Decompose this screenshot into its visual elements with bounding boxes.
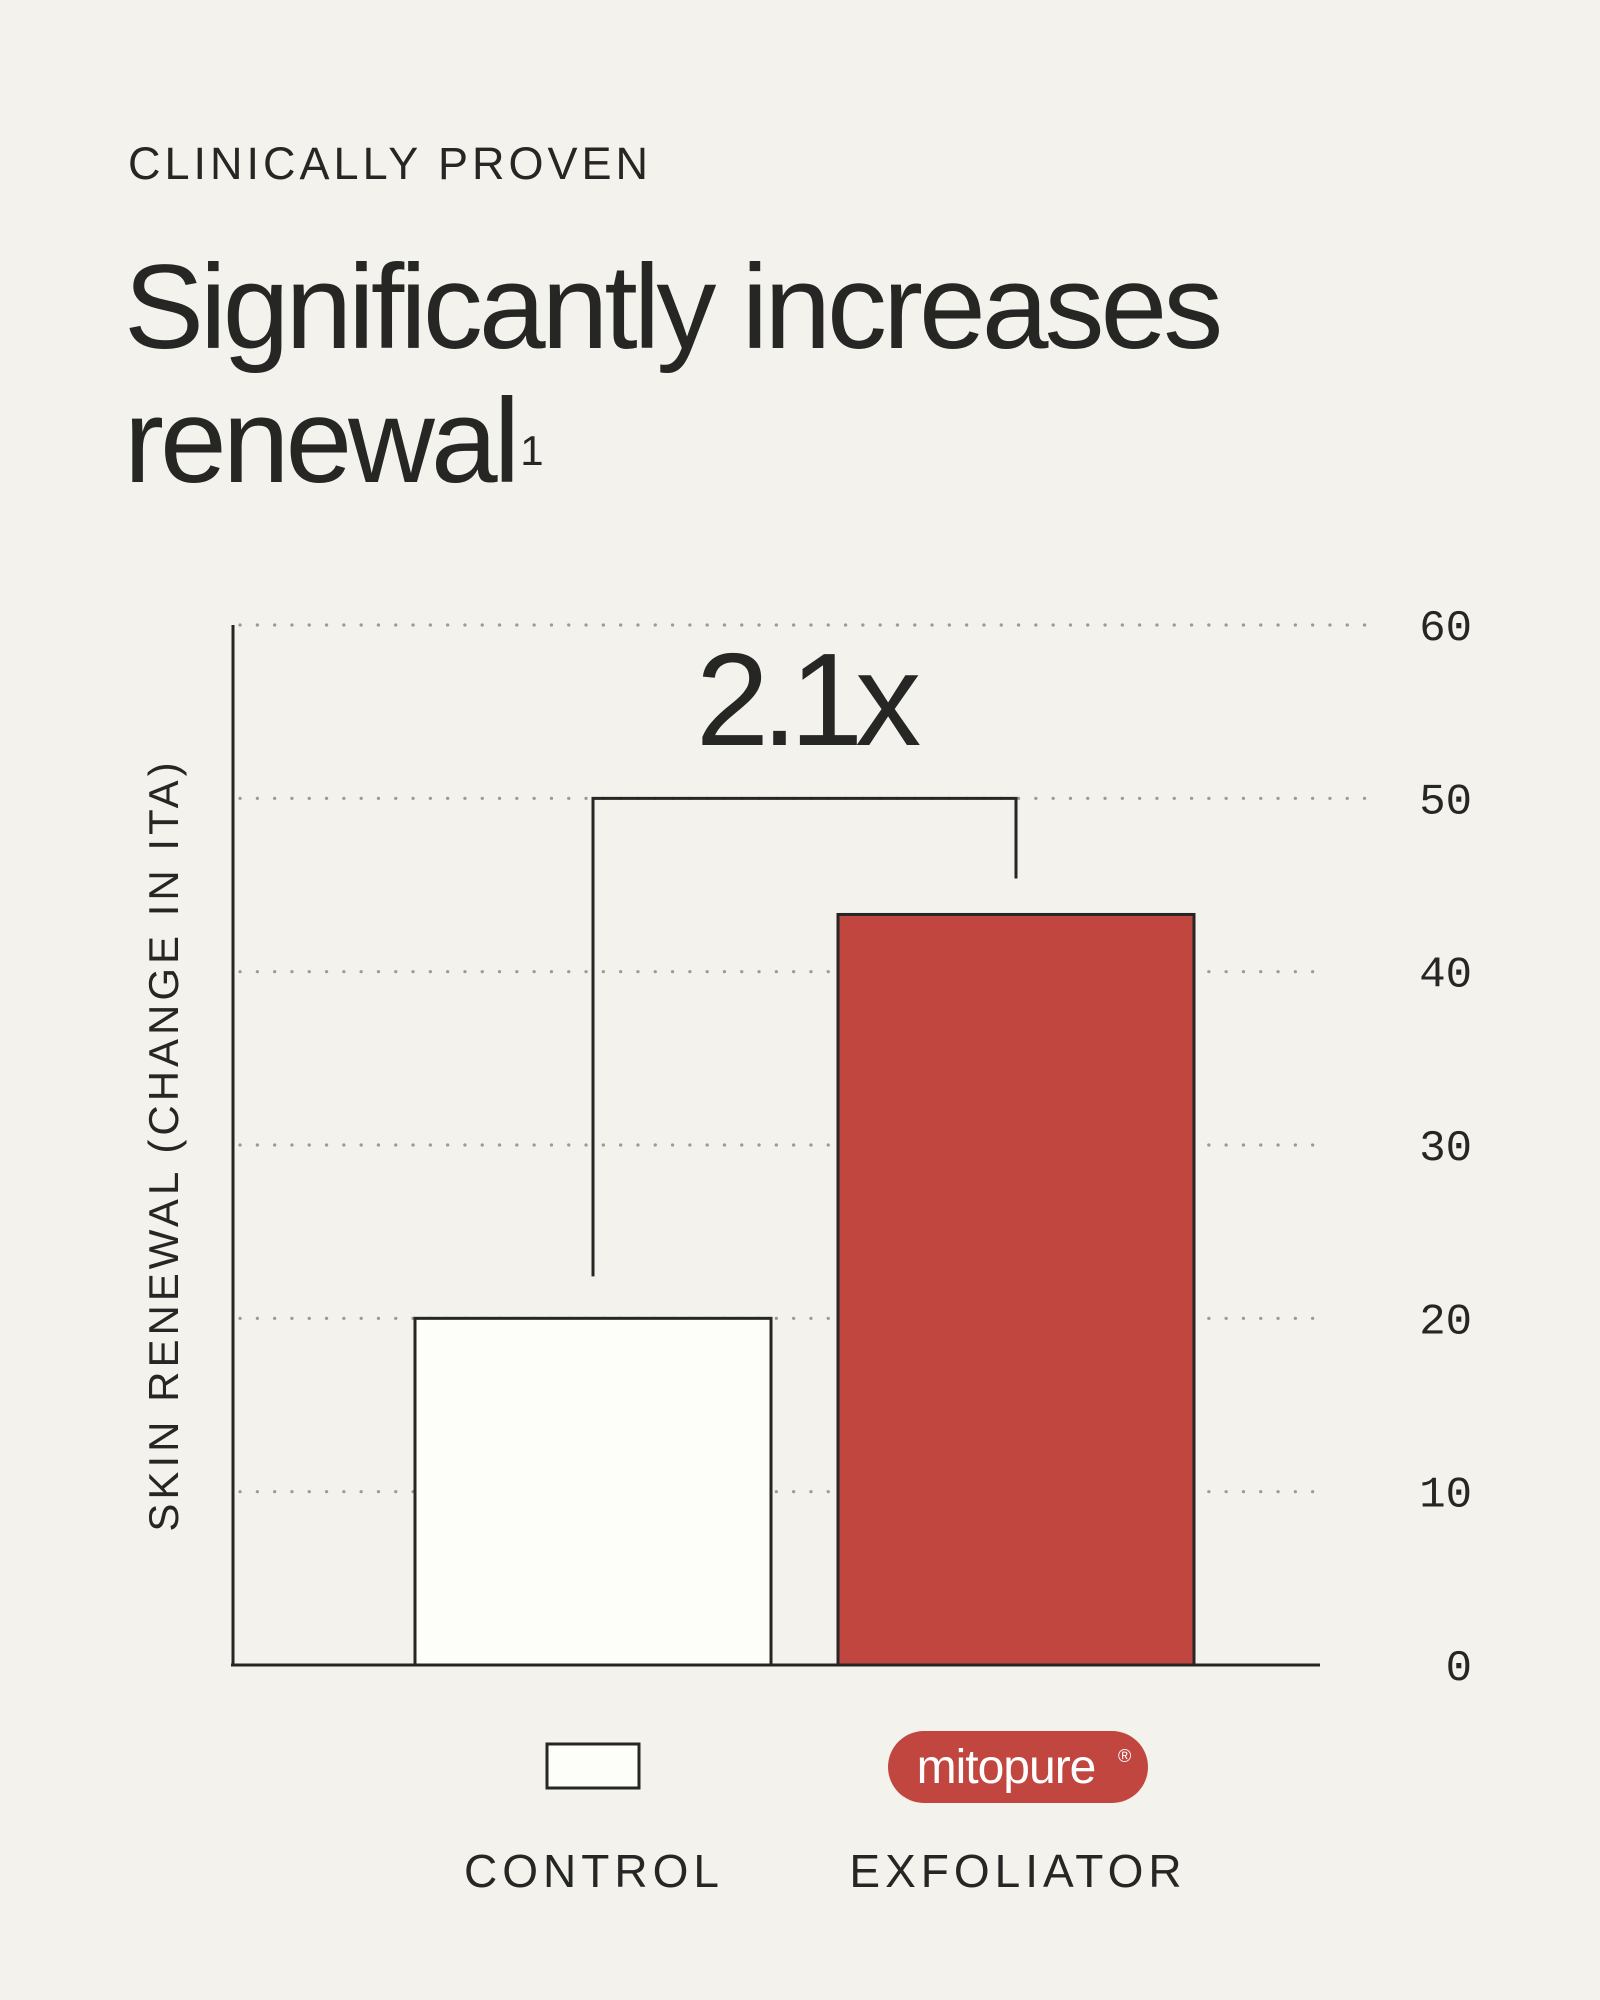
y-tick-label: 60 [1419, 604, 1472, 654]
category-label-control: CONTROL [464, 1845, 724, 1897]
category-label-exfoliator: EXFOLIATOR [849, 1845, 1186, 1897]
y-tick-label: 40 [1419, 951, 1472, 1001]
legend-control-swatch [545, 1742, 641, 1790]
page-title: Significantly increases renewal1 [124, 240, 1524, 508]
y-tick-labels: 0 10 20 30 40 50 60 [1419, 604, 1472, 1694]
y-tick-label: 50 [1419, 777, 1472, 827]
bar-exfoliator [836, 912, 1196, 1667]
y-tick-label: 0 [1446, 1644, 1472, 1694]
comparison-bracket [591, 796, 1018, 1277]
brand-badge: mitopure ® [888, 1731, 1148, 1803]
eyebrow-label: CLINICALLY PROVEN [128, 138, 652, 189]
brand-logo-text: mitopure [917, 1741, 1096, 1794]
y-axis-title: SKIN RENEWAL (CHANGE IN ITA) [140, 758, 187, 1531]
bar-control [413, 1316, 773, 1667]
brand-registered-mark: ® [1118, 1746, 1131, 1766]
bars [413, 912, 1196, 1667]
y-tick-label: 30 [1419, 1124, 1472, 1174]
y-tick-label: 10 [1419, 1471, 1472, 1521]
axes [231, 625, 1320, 1667]
footnote-mark: 1 [520, 427, 544, 474]
comparison-annotation: 2.1x [591, 626, 1018, 1277]
y-tick-label: 20 [1419, 1297, 1472, 1347]
legend: mitopure ® CONTROL EXFOLIATOR [464, 1731, 1186, 1897]
brand-badge-pill [888, 1731, 1148, 1803]
annotation-label: 2.1x [696, 626, 920, 773]
page-title-text: Significantly increases renewal [124, 240, 1223, 508]
